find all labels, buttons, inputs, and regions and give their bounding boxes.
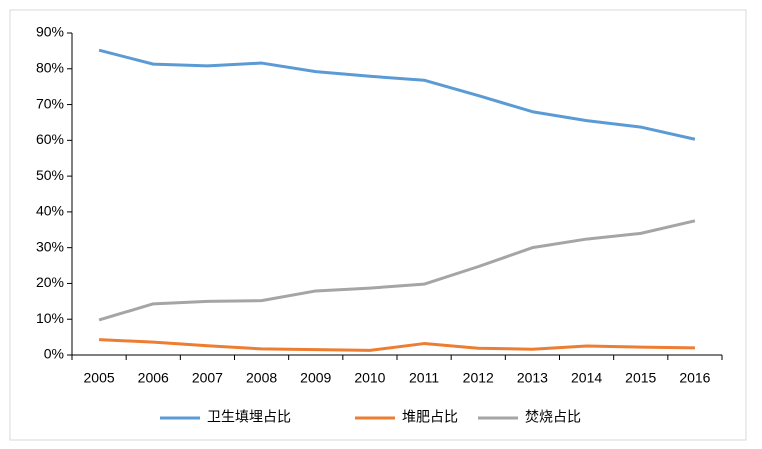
line: [99, 338, 695, 352]
y-tick-label: 60%: [36, 131, 64, 147]
x-tick-label: 2014: [571, 370, 602, 386]
x-tick-label: 2010: [354, 370, 385, 386]
x-tick-label: 2005: [84, 370, 115, 386]
x-tick-label: 2012: [463, 370, 494, 386]
y-tick-label: 0%: [44, 346, 64, 362]
legend-label: 焚烧占比: [525, 409, 581, 425]
x-tick-label: 2006: [138, 370, 169, 386]
line: [98, 48, 696, 141]
x-tick-label: 2009: [300, 370, 331, 386]
y-tick-label: 50%: [36, 167, 64, 183]
y-tick-label: 90%: [36, 24, 64, 40]
y-tick-label: 40%: [36, 203, 64, 219]
x-tick-label: 2008: [246, 370, 277, 386]
x-tick-label: 2007: [192, 370, 223, 386]
y-tick-label: 80%: [36, 59, 64, 75]
x-tick-label: 2013: [517, 370, 548, 386]
chart-frame: [9, 9, 747, 441]
legend-label: 堆肥占比: [402, 409, 458, 425]
y-tick-label: 30%: [36, 238, 64, 254]
line: [98, 219, 696, 322]
legend-label: 卫生填埋占比: [207, 409, 291, 425]
y-tick-label: 20%: [36, 274, 64, 290]
x-tick-label: 2011: [409, 370, 439, 386]
y-tick-label: 10%: [36, 310, 64, 326]
x-tick-label: 2015: [625, 370, 656, 386]
x-tick-label: 2016: [679, 370, 710, 386]
y-tick-label: 70%: [36, 95, 64, 111]
